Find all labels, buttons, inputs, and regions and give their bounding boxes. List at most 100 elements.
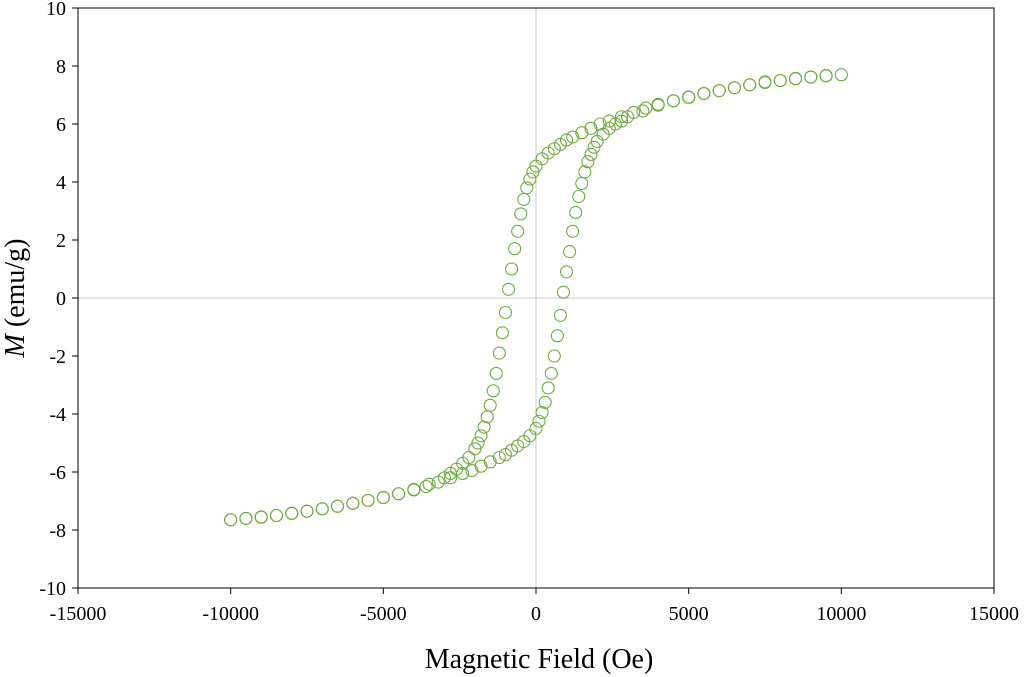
x-axis-title: Magnetic Field (Oe) <box>425 644 654 675</box>
data-point <box>483 398 497 412</box>
data-point <box>538 395 552 409</box>
y-tick-label: 4 <box>56 172 66 194</box>
data-point <box>520 181 534 195</box>
data-point <box>758 75 772 90</box>
data-point <box>773 73 787 88</box>
data-point <box>254 510 268 524</box>
data-point <box>501 282 516 296</box>
data-point <box>489 366 503 380</box>
y-axis-ticks: -10 -8 -6 -4 -2 0 2 4 6 8 10 <box>39 0 78 600</box>
data-point <box>511 224 525 238</box>
data-point <box>547 349 561 363</box>
x-tick-label: -10000 <box>202 603 259 625</box>
x-tick-label: 0 <box>531 603 541 625</box>
y-tick-label: 6 <box>56 114 66 136</box>
x-tick-label: -5000 <box>360 603 407 625</box>
y-tick-label: 2 <box>56 230 66 252</box>
data-point <box>315 502 329 516</box>
data-point <box>819 69 833 83</box>
data-point <box>269 508 284 523</box>
data-point <box>535 405 549 420</box>
data-point <box>480 410 494 424</box>
zero-lines <box>78 8 994 588</box>
data-point <box>431 475 445 489</box>
data-point <box>727 81 742 95</box>
data-point <box>550 329 564 343</box>
data-point <box>834 68 848 82</box>
data-point <box>471 436 485 450</box>
y-tick-label: -10 <box>39 578 66 600</box>
data-point <box>474 429 488 443</box>
data-point <box>559 265 574 279</box>
y-tick-label: 0 <box>56 288 66 310</box>
data-point <box>443 471 458 485</box>
y-axis-title: M (emu/g) <box>0 239 31 359</box>
data-point <box>486 384 500 398</box>
data-point <box>224 513 238 527</box>
data-point <box>419 479 433 494</box>
data-point <box>743 78 757 92</box>
data-point <box>559 133 574 147</box>
data-point <box>392 487 406 501</box>
x-tick-label: 15000 <box>969 603 1019 625</box>
data-point <box>553 308 567 322</box>
data-point <box>346 496 360 510</box>
data-point <box>495 326 509 340</box>
data-point <box>239 511 253 525</box>
data-point <box>541 381 555 395</box>
data-point <box>361 493 375 507</box>
y-axis-title-unit: (emu/g) <box>0 239 31 335</box>
data-point <box>572 189 586 204</box>
data-point <box>514 207 528 221</box>
data-point <box>593 117 607 131</box>
data-point <box>569 205 583 219</box>
data-point <box>651 97 665 111</box>
data-point <box>505 262 519 276</box>
y-tick-label: -6 <box>49 462 66 484</box>
data-point <box>477 420 491 434</box>
data-point <box>517 192 531 206</box>
data-point <box>407 483 421 497</box>
data-point <box>285 506 299 521</box>
data-point <box>300 504 314 518</box>
data-point <box>788 72 803 86</box>
y-tick-label: -8 <box>49 520 66 542</box>
data-point <box>492 346 506 360</box>
data-point <box>498 305 513 320</box>
x-tick-label: 5000 <box>669 603 709 625</box>
data-point <box>532 414 546 428</box>
data-point <box>465 463 479 478</box>
y-axis-title-symbol: M <box>0 332 31 358</box>
data-point <box>544 366 558 380</box>
data-point <box>498 448 513 462</box>
data-point <box>462 450 476 465</box>
data-point <box>636 104 650 118</box>
data-point <box>566 224 580 238</box>
data-point <box>587 140 601 154</box>
data-points <box>224 68 848 527</box>
data-point <box>682 90 696 104</box>
data-point <box>474 459 488 473</box>
data-point <box>508 242 522 256</box>
y-tick-label: 8 <box>56 56 66 78</box>
data-point <box>804 70 818 84</box>
y-tick-label: -2 <box>49 346 66 368</box>
data-point <box>712 84 726 98</box>
x-tick-label: -15000 <box>50 603 107 625</box>
y-tick-label: 10 <box>46 0 66 20</box>
data-point <box>330 499 345 513</box>
data-point <box>584 147 598 161</box>
data-point <box>584 121 598 135</box>
data-point <box>666 94 680 108</box>
data-point <box>492 450 506 465</box>
data-point <box>556 285 571 299</box>
data-point <box>566 130 580 144</box>
data-point <box>563 245 577 259</box>
data-point <box>697 87 711 101</box>
data-point <box>575 126 589 140</box>
data-point <box>575 176 589 190</box>
x-tick-label: 10000 <box>816 603 866 625</box>
data-point <box>578 165 592 179</box>
data-point <box>376 490 390 505</box>
data-point <box>581 155 595 169</box>
